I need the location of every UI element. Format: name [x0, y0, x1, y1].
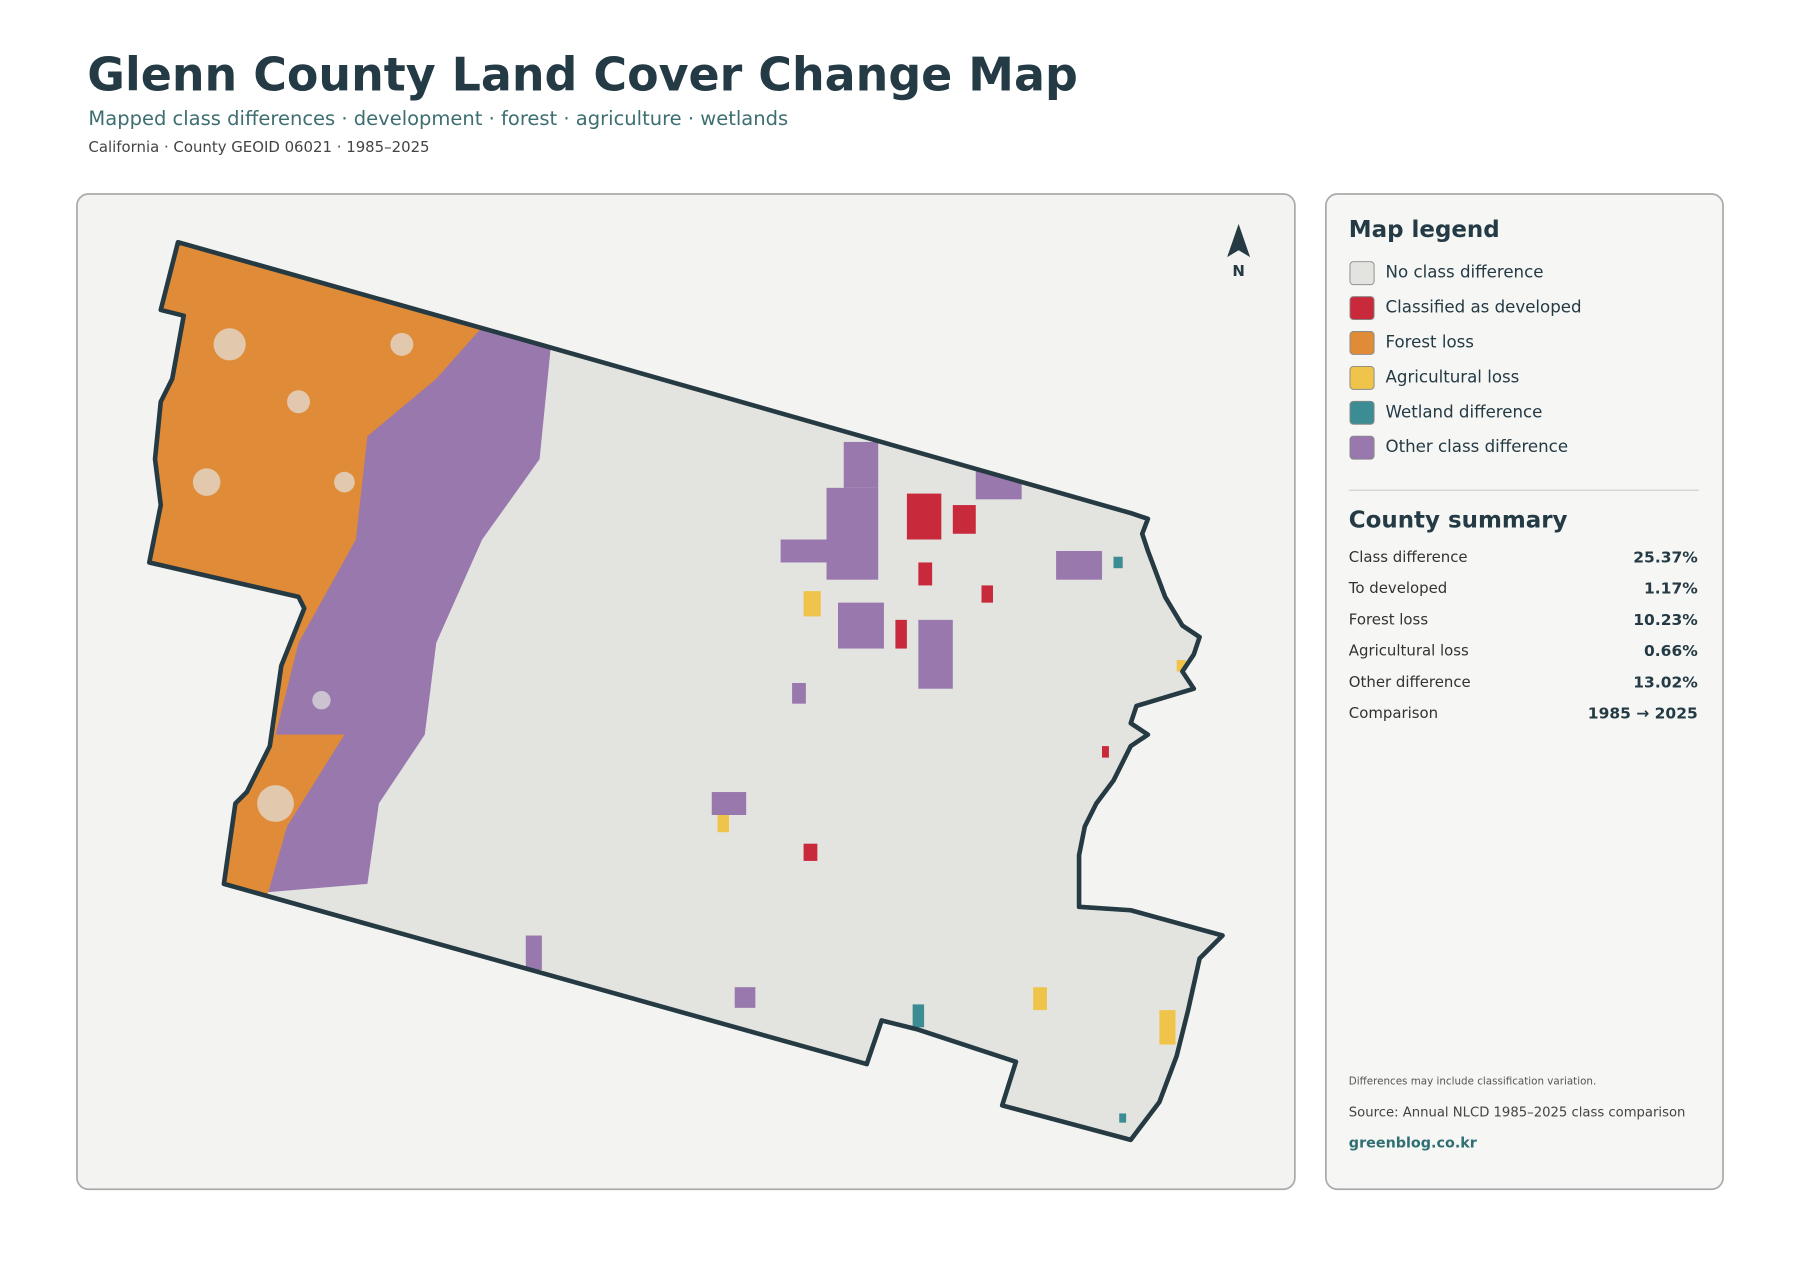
north-label: N: [1232, 262, 1244, 280]
legend-label: Wetland difference: [1386, 402, 1543, 421]
legend-swatch: [1349, 365, 1375, 390]
legend-label: Other class difference: [1386, 437, 1569, 456]
legend-label: No class difference: [1386, 263, 1544, 282]
legend-swatch: [1349, 435, 1375, 460]
legend-swatch: [1349, 261, 1375, 286]
legend-swatch: [1349, 331, 1375, 355]
summary-value: 0.66%: [1644, 642, 1698, 660]
summary-value: 25.37%: [1633, 548, 1698, 566]
summary-title: County summary: [1349, 508, 1568, 534]
agricultural-loss-patches: [717, 591, 1186, 1045]
legend-swatch: [1349, 400, 1375, 425]
legend-label: Classified as developed: [1386, 298, 1582, 317]
legend-label: Agricultural loss: [1386, 367, 1520, 386]
summary-rows: Class difference 25.37% To developed 1.17% F…: [1348, 548, 1698, 723]
summary-label: Agricultural loss: [1349, 642, 1469, 660]
title: Glenn County Land Cover Change Map: [87, 48, 1078, 102]
summary-label: Class difference: [1349, 548, 1468, 566]
legend-items: No class difference Classified as develop…: [1349, 261, 1582, 460]
summary-value: 1985 → 2025: [1588, 704, 1698, 722]
footer-site: greenblog.co.kr: [1349, 1135, 1478, 1151]
wetland-patches: [912, 556, 1127, 1123]
legend-panel: [1325, 193, 1724, 1191]
forest-gaps: [192, 328, 414, 822]
footer-note: Differences may include classification v…: [1349, 1075, 1596, 1087]
summary-value: 1.17%: [1644, 580, 1698, 598]
legend-title: Map legend: [1349, 217, 1500, 243]
footer-source: Source: Annual NLCD 1985–2025 class comp…: [1349, 1105, 1686, 1120]
summary-label: Forest loss: [1349, 610, 1429, 628]
summary-label: To developed: [1348, 579, 1447, 597]
summary-value: 10.23%: [1633, 611, 1698, 629]
county-outline: [146, 239, 1225, 1143]
subtitle: Mapped class differences · development ·…: [88, 107, 788, 130]
other-difference-patches: [525, 441, 1103, 1008]
developed-patches: [803, 493, 1109, 861]
north-arrow: [1227, 223, 1251, 258]
meta: California · County GEOID 06021 · 1985–2…: [88, 138, 429, 156]
legend-swatch: [1349, 296, 1375, 321]
summary-label: Comparison: [1349, 704, 1438, 722]
summary-value: 13.02%: [1633, 673, 1698, 691]
summary-label: Other difference: [1349, 673, 1471, 691]
legend-label: Forest loss: [1386, 332, 1474, 351]
